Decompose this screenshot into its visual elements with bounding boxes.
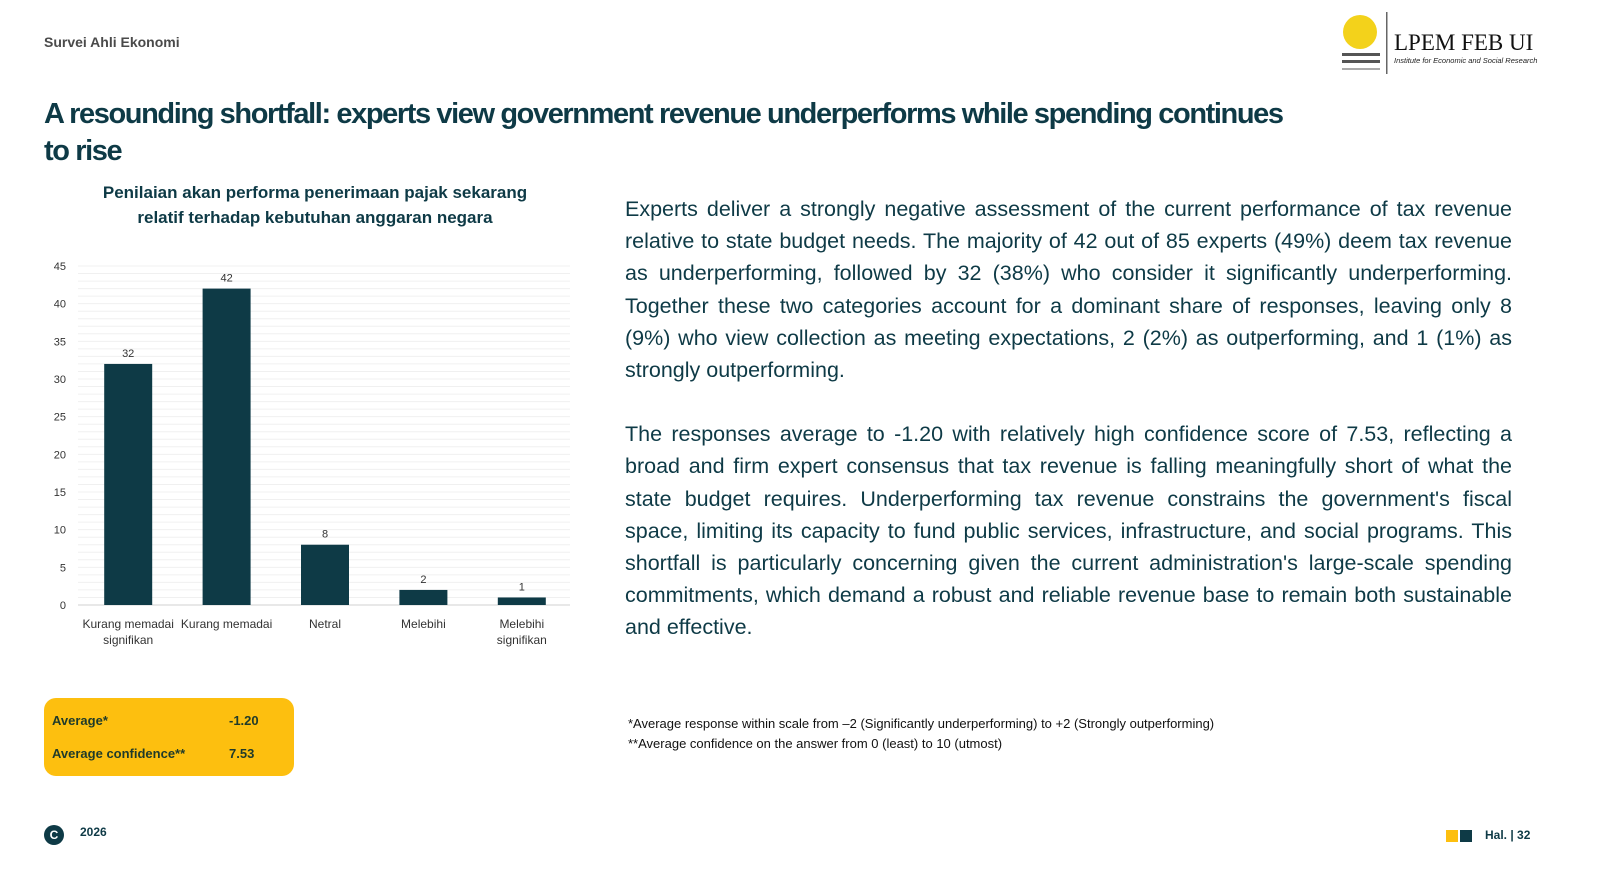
confidence-value: 7.53 <box>229 746 255 761</box>
x-tick-label: Kurang memadai <box>181 617 272 631</box>
chart-title: Penilaian akan performa penerimaan pajak… <box>102 183 528 227</box>
footnotes: *Average response within scale from –2 (… <box>628 714 1214 754</box>
x-tick-label: signifikan <box>103 633 153 647</box>
y-tick-label: 15 <box>54 487 66 499</box>
paragraph: The responses average to -1.20 with rela… <box>625 422 1512 640</box>
y-tick-label: 5 <box>60 562 66 574</box>
average-summary-box: Average* -1.20 Average confidence** 7.53 <box>44 698 294 776</box>
page-title: A resounding shortfall: experts view gov… <box>44 98 1284 167</box>
lpem-logo: LPEM FEB UI Institute for Economic and S… <box>1338 10 1588 80</box>
page-number: Hal. | 32 <box>1485 828 1531 842</box>
paragraph: Experts deliver a strongly negative asse… <box>625 197 1512 383</box>
logo-subtitle: Institute for Economic and Social Resear… <box>1394 56 1538 65</box>
data-label: 32 <box>122 348 134 360</box>
data-label: 42 <box>220 273 232 285</box>
bar <box>301 544 349 605</box>
bar <box>399 589 448 605</box>
x-tick-label: Melebihi <box>499 617 544 631</box>
y-tick-label: 25 <box>54 412 66 424</box>
average-value: -1.20 <box>229 713 259 728</box>
y-tick-label: 35 <box>54 336 66 348</box>
ui-emblem-icon <box>1342 12 1388 74</box>
bar <box>104 363 153 605</box>
yellow-square-icon <box>1446 830 1458 842</box>
copyright-icon: C <box>44 825 64 845</box>
bar <box>497 597 546 605</box>
x-tick-label: Netral <box>309 617 341 631</box>
data-label: 1 <box>519 581 525 593</box>
footnote: *Average response within scale from –2 (… <box>628 716 1215 731</box>
footer-year: 2026 <box>80 825 107 839</box>
navy-square-icon <box>1460 830 1472 842</box>
data-label: 2 <box>420 574 426 586</box>
footnote: **Average confidence on the answer from … <box>628 736 1003 751</box>
data-label: 8 <box>322 529 328 541</box>
y-tick-label: 30 <box>54 374 66 386</box>
average-label: Average* <box>52 713 108 728</box>
x-tick-label: Melebihi <box>401 617 446 631</box>
body-text: Experts deliver a strongly negative asse… <box>625 193 1512 676</box>
y-tick-label: 10 <box>54 525 66 537</box>
bar-chart: 0 5 10 15 20 25 30 35 40 45 32 Kurang memadai signif… <box>54 261 570 647</box>
section-label: Survei Ahli Ekonomi <box>44 34 180 50</box>
y-tick-label: 20 <box>54 449 66 461</box>
bar <box>202 288 251 605</box>
confidence-label: Average confidence** <box>52 746 186 761</box>
y-tick-label: 0 <box>60 600 66 612</box>
x-tick-label: Kurang memadai <box>83 617 174 631</box>
y-tick-label: 40 <box>54 299 66 311</box>
x-tick-label: signifikan <box>497 633 547 647</box>
y-tick-label: 45 <box>54 261 66 273</box>
logo-name: LPEM FEB UI <box>1394 30 1534 55</box>
